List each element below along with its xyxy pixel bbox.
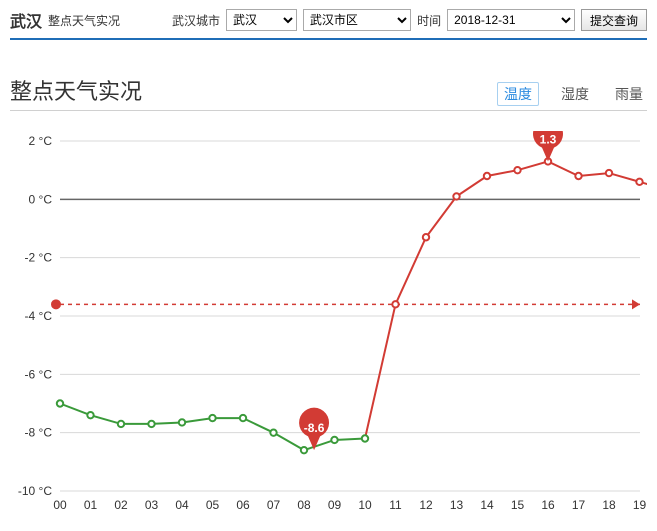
city-suffix: 整点天气实况 [48, 12, 120, 29]
svg-text:01: 01 [84, 498, 98, 512]
svg-text:14: 14 [480, 498, 494, 512]
tab-0[interactable]: 温度 [497, 82, 539, 106]
svg-text:2 °C: 2 °C [29, 134, 53, 148]
svg-text:06: 06 [236, 498, 250, 512]
city-name-bold: 武汉 [10, 8, 42, 32]
svg-text:-6 °C: -6 °C [25, 367, 53, 381]
submit-button[interactable]: 提交查询 [581, 9, 647, 31]
section-header: 整点天气实况 温度湿度雨量 [10, 74, 647, 111]
svg-text:-4 °C: -4 °C [25, 309, 53, 323]
city-select-1[interactable]: 武汉 [226, 9, 297, 31]
svg-text:-10 °C: -10 °C [18, 484, 52, 498]
label-city: 武汉城市 [172, 12, 220, 29]
svg-text:11: 11 [389, 498, 402, 512]
svg-text:16: 16 [541, 498, 555, 512]
date-select[interactable]: 2018-12-31 [447, 9, 575, 31]
svg-text:00: 00 [53, 498, 67, 512]
svg-text:0 °C: 0 °C [29, 192, 53, 206]
svg-text:12: 12 [419, 498, 433, 512]
svg-text:15: 15 [511, 498, 525, 512]
svg-text:03: 03 [145, 498, 159, 512]
svg-text:08: 08 [297, 498, 311, 512]
label-time: 时间 [417, 12, 441, 29]
svg-text:-8.6: -8.6 [304, 421, 325, 435]
svg-text:10: 10 [358, 498, 372, 512]
svg-text:07: 07 [267, 498, 281, 512]
svg-text:-2 °C: -2 °C [25, 251, 53, 265]
svg-text:02: 02 [114, 498, 128, 512]
top-filter-bar: 武汉 整点天气实况 武汉城市 武汉 武汉市区 时间 2018-12-31 提交查… [10, 8, 647, 40]
svg-text:18: 18 [602, 498, 616, 512]
section-title: 整点天气实况 [10, 74, 142, 106]
svg-text:1.3: 1.3 [540, 132, 557, 146]
svg-text:-8 °C: -8 °C [25, 426, 53, 440]
svg-text:13: 13 [450, 498, 464, 512]
svg-text:19: 19 [633, 498, 647, 512]
tab-2[interactable]: 雨量 [611, 82, 647, 106]
svg-text:04: 04 [175, 498, 189, 512]
svg-text:05: 05 [206, 498, 220, 512]
svg-text:17: 17 [572, 498, 586, 512]
metric-tabs: 温度湿度雨量 [497, 82, 647, 106]
city-select-2[interactable]: 武汉市区 [303, 9, 411, 31]
svg-text:09: 09 [328, 498, 342, 512]
temperature-chart: -10 °C -8 °C -6 °C -4 °C -2 °C 0 °C 2 °C 00 01 02… [10, 131, 647, 521]
tab-1[interactable]: 湿度 [557, 82, 593, 106]
